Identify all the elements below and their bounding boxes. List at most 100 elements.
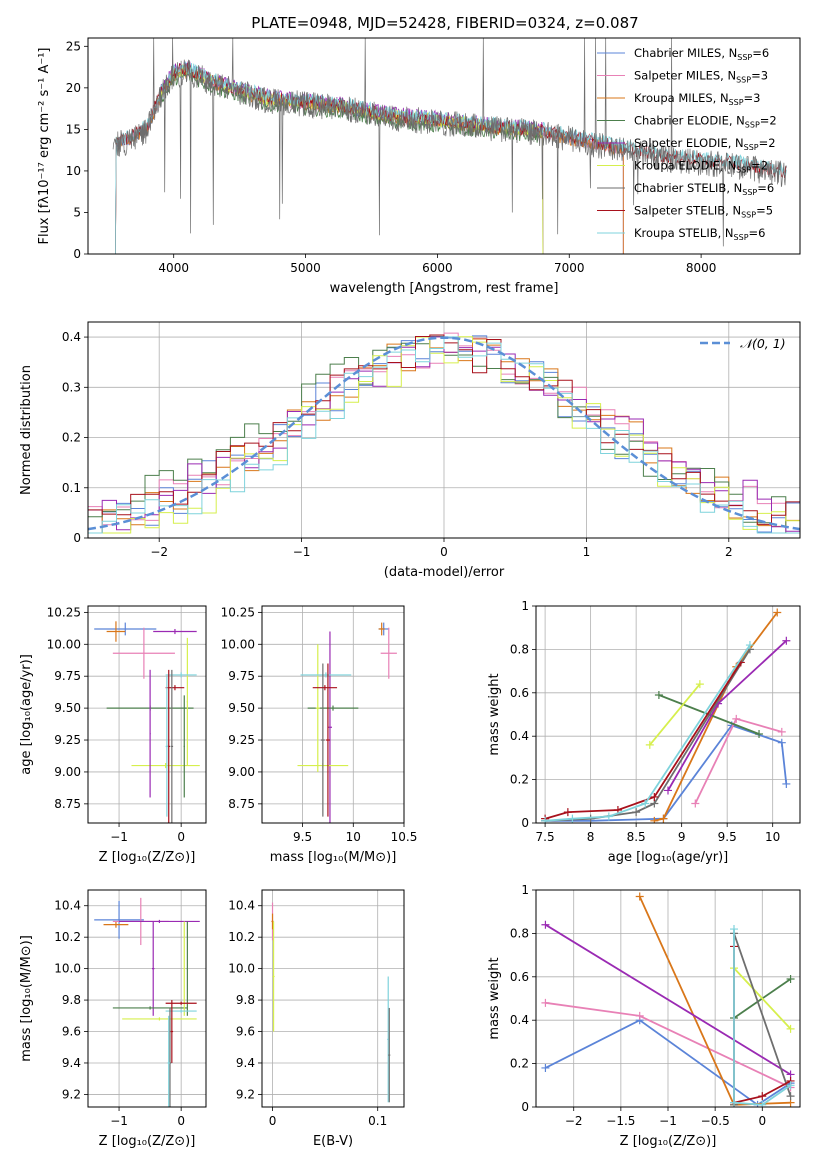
legend-eq: =5 [756, 204, 773, 218]
axes-residuals: −2 −1 0 1 2 0 0.1 0.2 0.3 0.4 (data-model)/error No… [19, 321, 801, 580]
y-tick-label: 15 [66, 122, 81, 136]
data-point [635, 1011, 644, 1020]
data-point [568, 814, 577, 823]
data-point [664, 786, 672, 795]
y-tick-label: 25 [66, 39, 81, 53]
data-point [730, 925, 738, 934]
x-tick-label: 10.5 [391, 830, 418, 844]
x-tick-label: 0 [177, 1114, 185, 1128]
plot-area [541, 892, 795, 1107]
series-line [545, 648, 751, 822]
y-tick-label: 0.2 [62, 431, 81, 445]
y-tick-label: 9.00 [228, 765, 255, 779]
x-axis-label: (data-model)/error [384, 565, 505, 580]
series-line [654, 611, 778, 822]
legend-sub: SSP [737, 53, 752, 62]
x-tick-label: 5000 [290, 261, 321, 275]
legend-entry: Kroupa STELIB, NSSP=6 [634, 226, 765, 242]
axes-spectrum: 4000 5000 6000 7000 8000 0 5 10 15 20 25 wavelength… [37, 37, 801, 296]
data-point [758, 1092, 767, 1101]
axes-mass_vs_Z: −1 0 9.2 9.4 9.6 9.8 10.0 10.2 10.4 Z [log₁₀(Z/Z⊙… [19, 889, 207, 1149]
model-line [160, 71, 544, 254]
data-point [695, 680, 704, 689]
y-tick-label: 0 [73, 247, 81, 261]
legend-sub: SSP [744, 143, 759, 152]
axes-age_vs_mass: 9.5 10 10.5 8.75 9.00 9.25 9.50 9.75 10.00 10.25 m… [221, 605, 418, 865]
x-tick-label: 0 [177, 830, 185, 844]
y-tick-label: 0.6 [510, 970, 529, 984]
legend-sub: SSP [745, 121, 760, 130]
legend-eq: =2 [759, 136, 776, 150]
y-tick-label: 0.4 [62, 330, 81, 344]
y-tick-label: 9.25 [54, 733, 81, 747]
x-tick-label: 7.5 [536, 830, 555, 844]
x-tick-label: 6000 [422, 261, 453, 275]
legend-sub: SSP [736, 76, 751, 85]
x-axis-label: Z [log₁₀(Z/Z⊙)] [99, 850, 196, 865]
y-axis-label: Normed distribution [19, 365, 34, 495]
y-tick-label: 10.25 [221, 605, 255, 619]
legend-entry: Salpeter MILES, NSSP=3 [634, 69, 768, 85]
series-line [544, 1019, 792, 1106]
axes-frame [87, 889, 207, 1108]
axes-age_vs_Z: −1 0 8.75 9.00 9.25 9.50 9.75 10.00 10.25 Z [log₁… [19, 605, 207, 865]
legend-entry: Kroupa MILES, NSSP=3 [634, 91, 760, 107]
series-line [694, 717, 783, 804]
axes-frame [261, 889, 405, 1108]
axes-frame [87, 37, 801, 255]
y-tick-label: 8.75 [54, 797, 81, 811]
plot-area [541, 608, 791, 823]
data-point [777, 727, 786, 736]
x-tick-label: 1 [583, 545, 591, 559]
axes-frame [87, 321, 801, 539]
histogram-step [88, 336, 800, 534]
legend-eq: =6 [752, 46, 769, 60]
y-tick-label: 10.2 [228, 930, 255, 944]
legend-entry: 𝒩(0, 1) [740, 336, 786, 351]
legend-eq: =2 [751, 159, 768, 173]
x-tick-label: 9.5 [293, 830, 312, 844]
plot-area [271, 902, 391, 1103]
legend-entry: Kroupa ELODIE, NSSP=2 [634, 159, 768, 175]
data-point [641, 799, 650, 808]
x-tick-label: −1 [659, 1114, 677, 1128]
figure-title: PLATE=0948, MJD=52428, FIBERID=0324, z=0… [251, 14, 638, 32]
y-tick-label: 0.6 [510, 686, 529, 700]
legend-eq: =6 [757, 181, 774, 195]
x-tick-label: 8 [587, 830, 595, 844]
data-point [650, 792, 659, 801]
y-tick-label: 20 [66, 81, 81, 95]
y-axis-label: mass [log₁₀(M/M⊙)] [19, 935, 34, 1062]
axes-frame [261, 605, 405, 824]
y-tick-label: 0.2 [510, 1057, 529, 1071]
legend-eq: =3 [744, 91, 761, 105]
y-tick-label: 0 [521, 1100, 529, 1114]
y-tick-label: 9.8 [62, 993, 81, 1007]
legend: 𝒩(0, 1) [700, 336, 786, 351]
y-tick-label: 9.50 [228, 701, 255, 715]
axes-massweight_vs_age: 7.5 8 8.5 9 9.5 10 0 0.2 0.4 0.6 0.8 1 age [log₁₀(ag… [487, 599, 801, 865]
x-tick-label: −1.5 [606, 1114, 635, 1128]
data-point [659, 814, 668, 823]
y-tick-label: 10.00 [221, 637, 255, 651]
y-tick-label: 1 [521, 599, 529, 613]
data-point [786, 1081, 795, 1090]
legend-label: Kroupa STELIB, N [634, 226, 734, 240]
plot-area [112, 38, 787, 254]
data-point [782, 636, 791, 645]
data-point [782, 779, 791, 788]
data-point [635, 892, 644, 901]
legend-label: Kroupa MILES, N [634, 91, 729, 105]
legend-eq: =2 [760, 114, 777, 128]
axes-frame [87, 605, 207, 824]
y-tick-label: 0.8 [510, 642, 529, 656]
legend-sub: SSP [729, 98, 744, 107]
data-point [773, 608, 782, 617]
legend-entry: Salpeter ELODIE, NSSP=2 [634, 136, 776, 152]
x-tick-label: −0.5 [701, 1114, 730, 1128]
y-tick-label: 9.25 [228, 733, 255, 747]
data-point [732, 714, 741, 723]
data-point [654, 690, 663, 699]
model-line [160, 64, 544, 254]
data-point [786, 1092, 795, 1101]
